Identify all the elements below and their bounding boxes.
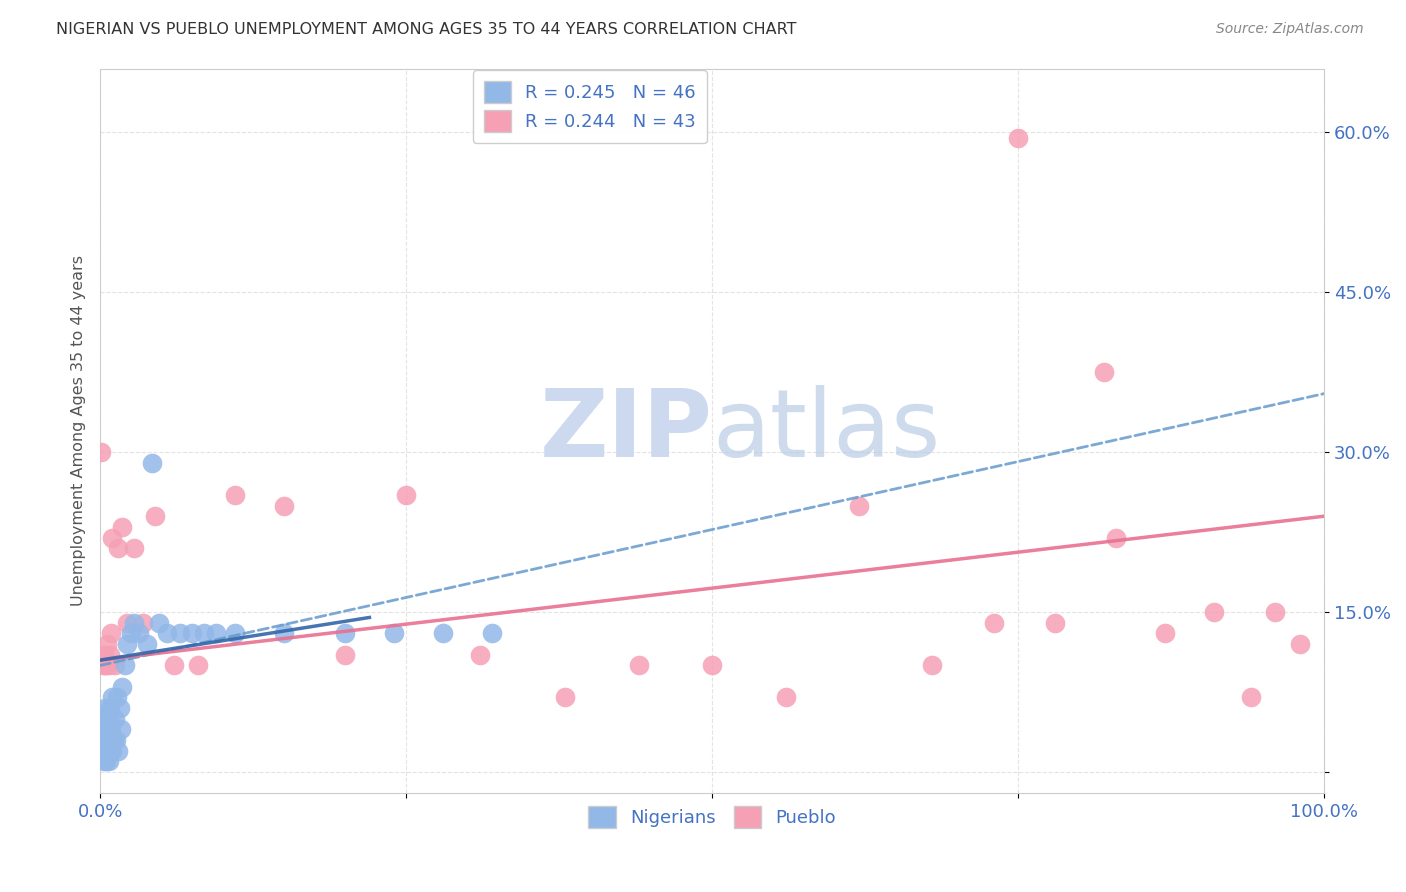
Point xyxy=(93,648,115,662)
Point xyxy=(104,658,127,673)
Point xyxy=(101,531,124,545)
Point xyxy=(627,658,650,673)
Point xyxy=(91,744,114,758)
Point xyxy=(983,615,1005,630)
Point xyxy=(96,658,118,673)
Point xyxy=(111,520,134,534)
Point xyxy=(224,488,246,502)
Point xyxy=(554,690,576,705)
Point xyxy=(98,701,121,715)
Point xyxy=(96,744,118,758)
Text: Source: ZipAtlas.com: Source: ZipAtlas.com xyxy=(1216,22,1364,37)
Point xyxy=(775,690,797,705)
Point xyxy=(97,658,120,673)
Point xyxy=(148,615,170,630)
Point xyxy=(97,755,120,769)
Point xyxy=(128,626,150,640)
Point xyxy=(135,637,157,651)
Point xyxy=(105,690,128,705)
Point xyxy=(205,626,228,640)
Point xyxy=(115,637,138,651)
Point xyxy=(187,658,209,673)
Point xyxy=(162,658,184,673)
Text: ZIP: ZIP xyxy=(540,385,713,477)
Point xyxy=(96,637,118,651)
Point xyxy=(96,755,118,769)
Point xyxy=(432,626,454,640)
Point xyxy=(90,445,112,459)
Point xyxy=(96,723,118,737)
Point xyxy=(94,658,117,673)
Point xyxy=(101,690,124,705)
Point xyxy=(94,744,117,758)
Point xyxy=(100,733,122,747)
Point xyxy=(90,733,112,747)
Point xyxy=(104,712,127,726)
Point xyxy=(103,733,125,747)
Legend: Nigerians, Pueblo: Nigerians, Pueblo xyxy=(581,798,844,835)
Point xyxy=(107,744,129,758)
Point xyxy=(98,744,121,758)
Point xyxy=(702,658,724,673)
Point xyxy=(1240,690,1263,705)
Point xyxy=(1007,130,1029,145)
Point xyxy=(100,723,122,737)
Point xyxy=(114,658,136,673)
Point xyxy=(1043,615,1066,630)
Point xyxy=(181,626,204,640)
Point xyxy=(110,723,132,737)
Text: NIGERIAN VS PUEBLO UNEMPLOYMENT AMONG AGES 35 TO 44 YEARS CORRELATION CHART: NIGERIAN VS PUEBLO UNEMPLOYMENT AMONG AG… xyxy=(56,22,797,37)
Text: atlas: atlas xyxy=(713,385,941,477)
Point xyxy=(107,541,129,556)
Point xyxy=(143,509,166,524)
Point xyxy=(100,626,122,640)
Point xyxy=(382,626,405,640)
Point xyxy=(395,488,418,502)
Point xyxy=(115,615,138,630)
Point xyxy=(273,499,295,513)
Point xyxy=(108,701,131,715)
Point xyxy=(1092,365,1115,379)
Point xyxy=(481,626,503,640)
Point xyxy=(98,648,121,662)
Point xyxy=(124,615,146,630)
Point xyxy=(1154,626,1177,640)
Point xyxy=(1105,531,1128,545)
Point xyxy=(96,733,118,747)
Point xyxy=(848,499,870,513)
Point xyxy=(91,658,114,673)
Point xyxy=(1288,637,1310,651)
Point xyxy=(91,723,114,737)
Point xyxy=(124,541,146,556)
Point xyxy=(224,626,246,640)
Point xyxy=(468,648,491,662)
Point xyxy=(1202,605,1225,619)
Point xyxy=(94,701,117,715)
Point xyxy=(97,712,120,726)
Point xyxy=(156,626,179,640)
Point xyxy=(93,755,115,769)
Point xyxy=(333,648,356,662)
Point xyxy=(169,626,191,640)
Point xyxy=(101,744,124,758)
Point xyxy=(93,712,115,726)
Point xyxy=(921,658,943,673)
Point xyxy=(132,615,155,630)
Point xyxy=(1264,605,1286,619)
Point xyxy=(120,626,142,640)
Y-axis label: Unemployment Among Ages 35 to 44 years: Unemployment Among Ages 35 to 44 years xyxy=(72,255,86,607)
Point xyxy=(333,626,356,640)
Point xyxy=(141,456,163,470)
Point xyxy=(193,626,215,640)
Point xyxy=(273,626,295,640)
Point xyxy=(105,733,128,747)
Point xyxy=(111,680,134,694)
